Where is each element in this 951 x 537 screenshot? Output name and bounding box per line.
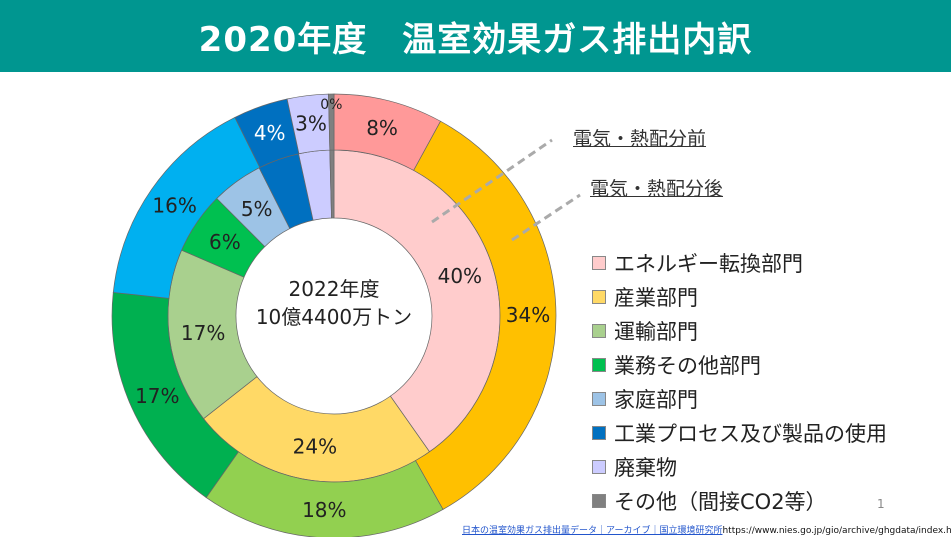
legend-label: 産業部門 xyxy=(614,286,698,310)
annotation-line-inner xyxy=(431,138,553,224)
data-label-inner-1: 24% xyxy=(293,435,337,459)
legend-swatch xyxy=(592,392,606,406)
data-label-inner-3: 6% xyxy=(209,230,241,254)
data-label-outer-1: 34% xyxy=(506,303,550,327)
center-label-year: 2022年度 xyxy=(289,277,380,301)
legend-label: 工業プロセス及び製品の使用 xyxy=(614,422,887,446)
legend-item: 産業部門 xyxy=(592,280,887,314)
data-label-outer-3: 17% xyxy=(135,384,179,408)
legend-label: 業務その他部門 xyxy=(614,354,761,378)
footer: 日本の温室効果ガス排出量データ｜アーカイブ｜国立環境研究所https://www… xyxy=(462,523,951,536)
center-label-total: 10億4400万トン xyxy=(256,305,412,329)
annotation-outer-ring: 電気・熱配分後 xyxy=(590,178,724,200)
source-url: https://www.nies.go.jp/gio/archive/ghgda… xyxy=(722,526,951,536)
data-label-outer-7: 0% xyxy=(320,97,342,113)
data-label-outer-0: 8% xyxy=(366,116,398,140)
legend-label: 運輸部門 xyxy=(614,320,698,344)
legend-swatch xyxy=(592,290,606,304)
legend-item: 廃棄物 xyxy=(592,450,887,484)
legend: エネルギー転換部門 産業部門運輸部門業務その他部門 家庭部門工業プロセス及び製品の使… xyxy=(592,246,887,518)
legend-label: その他（間接CO2等） xyxy=(614,490,827,514)
legend-swatch xyxy=(592,256,606,270)
data-label-outer-6: 3% xyxy=(295,111,327,135)
legend-item: 業務その他部門 xyxy=(592,348,887,382)
legend-swatch xyxy=(592,460,606,474)
annotation-inner-ring: 電気・熱配分前 xyxy=(573,128,707,150)
legend-item: 工業プロセス及び製品の使用 xyxy=(592,416,887,450)
legend-label: 廃棄物 xyxy=(614,456,677,480)
slice-outer-7 xyxy=(328,93,335,151)
source-link[interactable]: 日本の温室効果ガス排出量データ｜アーカイブ｜国立環境研究所 xyxy=(462,526,723,536)
legend-label: エネルギー転換部門 xyxy=(614,252,803,276)
data-label-outer-5: 4% xyxy=(254,121,286,145)
legend-swatch xyxy=(592,426,606,440)
legend-item: その他（間接CO2等） xyxy=(592,484,887,518)
legend-label: 家庭部門 xyxy=(614,388,698,412)
data-label-inner-4: 5% xyxy=(241,197,273,221)
slice-outer-1 xyxy=(413,120,557,510)
legend-item: 運輸部門 xyxy=(592,314,887,348)
legend-swatch xyxy=(592,494,606,508)
annotation-line-outer xyxy=(511,193,581,242)
data-label-outer-2: 18% xyxy=(302,498,346,522)
legend-item: エネルギー転換部門 xyxy=(592,246,887,280)
data-label-inner-0: 40% xyxy=(438,264,482,288)
data-label-inner-2: 17% xyxy=(181,321,225,345)
page-number: 1 xyxy=(877,497,885,511)
legend-swatch xyxy=(592,324,606,338)
legend-swatch xyxy=(592,358,606,372)
data-label-outer-4: 16% xyxy=(152,193,196,217)
slide-title: 2020年度 温室効果ガス排出内訳 xyxy=(0,0,951,72)
legend-item: 家庭部門 xyxy=(592,382,887,416)
